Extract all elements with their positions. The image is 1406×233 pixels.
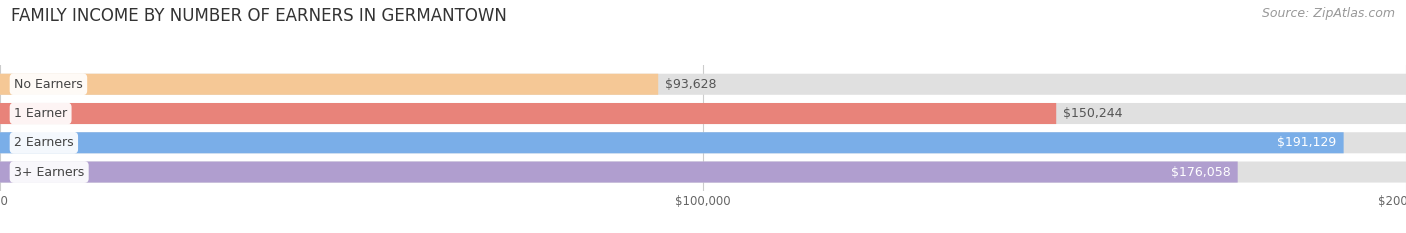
FancyBboxPatch shape	[0, 74, 658, 95]
Text: $176,058: $176,058	[1171, 165, 1230, 178]
FancyBboxPatch shape	[0, 132, 1406, 153]
FancyBboxPatch shape	[0, 161, 1237, 183]
FancyBboxPatch shape	[0, 161, 1406, 183]
FancyBboxPatch shape	[0, 103, 1056, 124]
FancyBboxPatch shape	[0, 103, 1406, 124]
Text: No Earners: No Earners	[14, 78, 83, 91]
FancyBboxPatch shape	[0, 74, 1406, 95]
Text: $191,129: $191,129	[1278, 136, 1337, 149]
Text: 1 Earner: 1 Earner	[14, 107, 67, 120]
FancyBboxPatch shape	[0, 132, 1344, 153]
Text: Source: ZipAtlas.com: Source: ZipAtlas.com	[1261, 7, 1395, 20]
Text: 3+ Earners: 3+ Earners	[14, 165, 84, 178]
Text: $93,628: $93,628	[665, 78, 717, 91]
Text: 2 Earners: 2 Earners	[14, 136, 73, 149]
Text: $150,244: $150,244	[1063, 107, 1123, 120]
Text: FAMILY INCOME BY NUMBER OF EARNERS IN GERMANTOWN: FAMILY INCOME BY NUMBER OF EARNERS IN GE…	[11, 7, 508, 25]
